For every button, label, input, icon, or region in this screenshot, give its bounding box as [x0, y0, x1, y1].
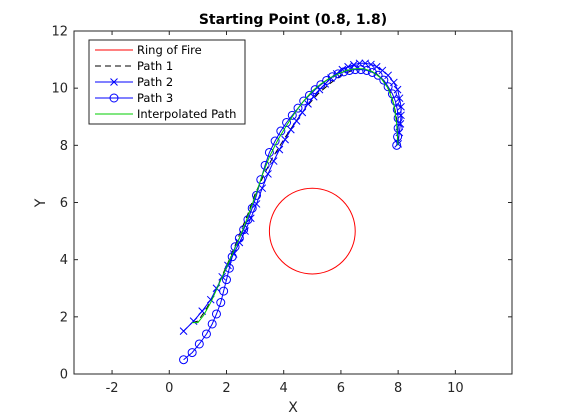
path-3-point	[390, 96, 400, 106]
path-2-point	[281, 135, 289, 144]
y-tick-label: 10	[51, 82, 68, 97]
path-3-point	[373, 70, 383, 80]
path-3-point	[327, 72, 337, 82]
legend-marker	[110, 78, 118, 86]
x-tick-label: 2	[222, 381, 230, 396]
legend-item-path-3: Path 3	[95, 91, 173, 105]
path-2-point	[395, 94, 404, 103]
path-2-point	[212, 284, 221, 293]
legend-marker	[109, 93, 119, 103]
path-3-point	[239, 225, 249, 235]
y-tick-label: 4	[60, 253, 68, 268]
interpolated-path-line	[192, 68, 399, 324]
path-3-point	[230, 242, 240, 252]
path-3-point	[383, 82, 393, 92]
legend-item-ring-of-fire: Ring of Fire	[95, 43, 202, 57]
path-3-point	[304, 90, 314, 100]
x-tick-label: 0	[165, 381, 173, 396]
legend-label: Path 3	[137, 91, 173, 105]
path-2-point	[287, 125, 295, 134]
path-3-point	[333, 69, 343, 79]
path-2-point	[258, 184, 267, 193]
path-3-point	[219, 286, 229, 296]
series-ring-of-fire	[268, 187, 356, 275]
path-3-point	[287, 110, 297, 120]
path-2-point	[384, 71, 392, 80]
path-3-point	[393, 123, 403, 133]
legend-label: Path 1	[137, 59, 173, 73]
path-2-point	[264, 170, 272, 178]
path-2-point	[189, 317, 198, 325]
path-3-point	[211, 309, 221, 319]
path-2-point	[269, 157, 278, 165]
y-axis-label: Y	[33, 198, 49, 208]
path-3-point	[392, 105, 402, 115]
x-axis-label: X	[288, 400, 298, 416]
series-path-2	[179, 59, 405, 335]
path-3-point	[362, 65, 372, 75]
legend-item-path-2: Path 2	[95, 75, 173, 89]
path-3-point	[179, 355, 189, 365]
path-2-point	[304, 100, 312, 108]
path-3-point	[339, 67, 349, 77]
path-3-point	[260, 160, 270, 170]
path-2-point	[397, 102, 405, 111]
path-3-point	[367, 67, 377, 77]
y-tick-label: 8	[60, 139, 68, 154]
series-layer	[179, 59, 405, 365]
path-3-point	[293, 103, 303, 113]
path-3-point	[187, 348, 197, 358]
legend-label: Path 2	[137, 75, 173, 89]
x-tick-label: 8	[394, 381, 402, 396]
legend-item-interpolated-path: Interpolated Path	[95, 107, 236, 121]
legend-label: Ring of Fire	[137, 43, 202, 57]
path-3-point	[299, 96, 309, 106]
path-3-point	[392, 140, 402, 150]
path-3-point	[216, 298, 226, 308]
path-3-point	[207, 319, 217, 329]
x-tick-label: 10	[447, 381, 464, 396]
legend-label: Interpolated Path	[137, 107, 236, 121]
x-tick-label: -2	[106, 381, 119, 396]
path-3-point	[316, 80, 326, 90]
path-3-point	[221, 275, 231, 285]
path-2-point	[393, 85, 402, 94]
x-tick-label: 4	[280, 381, 288, 396]
path-2-point	[179, 327, 188, 335]
path-3-point	[282, 117, 292, 127]
path-3-point	[379, 75, 389, 85]
ring-of-fire-circle	[268, 187, 356, 275]
y-tick-label: 2	[60, 310, 68, 325]
chart-title: Starting Point (0.8, 1.8)	[199, 12, 387, 28]
y-tick-label: 6	[60, 196, 68, 211]
path-2-point	[298, 108, 307, 117]
series-interpolated-path	[192, 68, 399, 324]
path-3-point	[201, 329, 211, 339]
path-3-point	[310, 85, 320, 95]
ticks-layer: -2 0 2 4 6 8 10 0 2 4 6 8 10 12	[51, 25, 512, 396]
path-2-point	[378, 66, 387, 75]
path-3-point	[224, 263, 234, 273]
y-tick-label: 0	[60, 368, 68, 383]
y-tick-label: 12	[51, 25, 68, 40]
path-3-point	[194, 339, 204, 349]
x-tick-label: 6	[337, 381, 345, 396]
legend: Ring of Fire Path 1 Path 2 Path 3 Interpolat…	[88, 39, 246, 125]
path-2-point	[275, 145, 284, 154]
path-3-point	[393, 113, 403, 123]
legend-item-path-1: Path 1	[95, 59, 173, 73]
path-3-point	[234, 233, 244, 243]
path-3-point	[256, 175, 266, 185]
path-3-point	[227, 252, 237, 262]
